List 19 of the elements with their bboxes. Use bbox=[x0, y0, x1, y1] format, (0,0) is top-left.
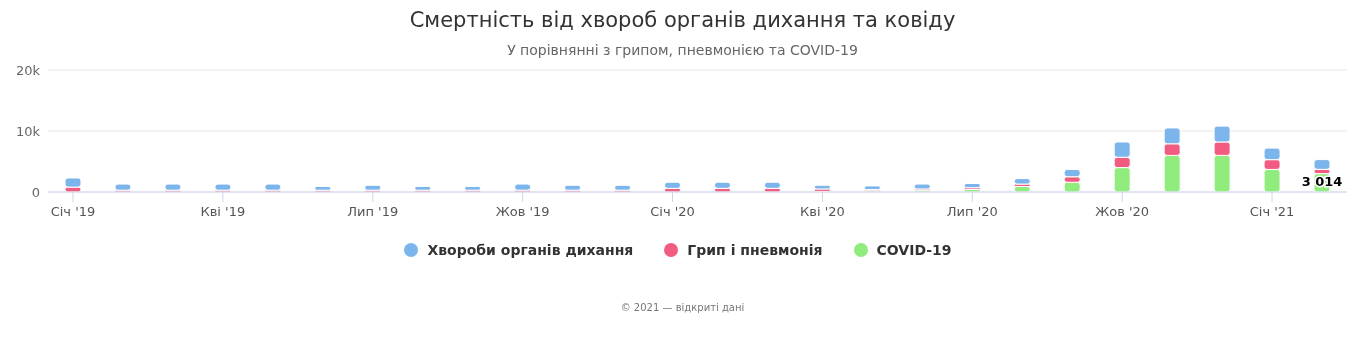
x-tick-label: Січ '19 bbox=[50, 204, 96, 219]
x-tick-label: Жов '20 bbox=[1095, 204, 1150, 219]
legend-label: COVID-19 bbox=[875, 242, 952, 258]
data-label: 3 014 bbox=[1301, 174, 1343, 190]
x-tick-label: Січ '20 bbox=[650, 204, 695, 219]
text: © 2021 — відкриті дані bbox=[619, 302, 746, 313]
x-tick-label: Кві '20 bbox=[800, 204, 845, 219]
chart-subtitle: У порівнянні з грипом, пневмонією та COVID-19 bbox=[506, 42, 859, 58]
chart-title: Смертність від хвороб органів дихання та ковіду bbox=[408, 8, 957, 32]
x-tick-label: Січ '21 bbox=[1249, 204, 1295, 219]
y-tick-label: 0 bbox=[31, 184, 40, 200]
legend-label: Грип і пневмонія bbox=[686, 242, 823, 258]
x-tick-label: Лип '20 bbox=[946, 204, 998, 219]
x-tick-label: Жов '19 bbox=[495, 204, 550, 219]
x-tick-label: Лип '19 bbox=[347, 204, 399, 219]
x-tick-label: Кві '19 bbox=[200, 204, 246, 219]
y-tick-label: 20k bbox=[15, 62, 41, 78]
legend-label: Хвороби органів дихання bbox=[426, 242, 634, 258]
y-tick-label: 10k bbox=[15, 123, 41, 139]
